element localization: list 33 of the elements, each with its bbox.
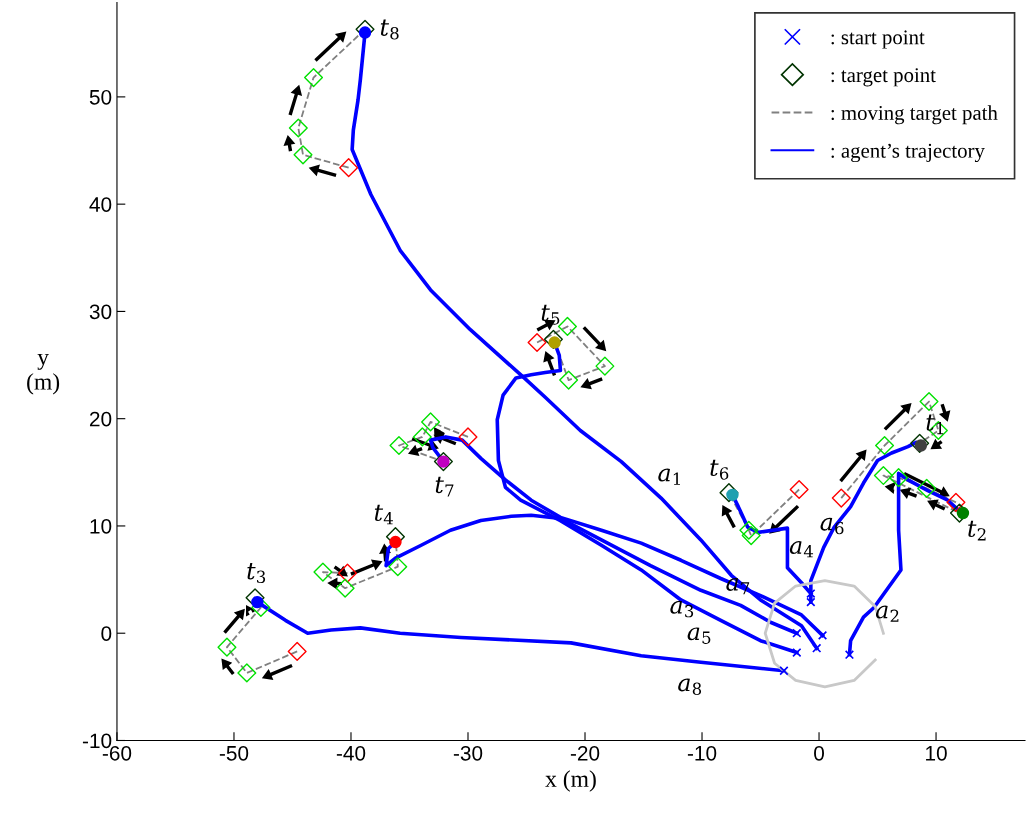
legend-label: : agent’s trajectory: [831, 143, 985, 163]
annotation: a$_{2}$: [875, 605, 899, 622]
annotation: a$_{8}$: [678, 678, 702, 696]
y-axis-title: y (m): [27, 353, 60, 395]
legend-label: : moving target path: [831, 105, 998, 125]
annotation: t$_{6}$: [710, 459, 729, 480]
y-tick-label: 30: [89, 304, 112, 320]
x-tick-label: 0: [814, 745, 825, 761]
annotation: t$_{8}$: [380, 19, 399, 40]
annotation: a$_{4}$: [789, 541, 814, 558]
x-tick-label: -40: [336, 745, 366, 761]
x-tick-label: -50: [219, 745, 249, 761]
x-tick-label: -30: [453, 745, 483, 761]
annotation: a$_{6}$: [820, 517, 844, 535]
annotation: t$_{7}$: [435, 476, 454, 497]
y-tick-label: 40: [89, 197, 112, 212]
legend-label: : target point: [831, 68, 936, 87]
x-axis-title: x (m): [545, 770, 596, 792]
annotation: t$_{3}$: [247, 563, 266, 584]
annotation: a$_{1}$: [658, 468, 680, 485]
x-tick-label: -10: [687, 745, 717, 761]
x-tick-label: -20: [570, 745, 600, 761]
x-tick-label: 10: [926, 745, 947, 761]
annotation: a$_{3}$: [670, 600, 694, 618]
y-tick-label: 0: [101, 626, 112, 641]
annotation: t$_{1}$: [926, 414, 944, 435]
legend-label: : start point: [831, 30, 925, 49]
y-tick-label: 10: [90, 518, 112, 534]
annotation: t$_{4}$: [374, 504, 393, 525]
annotation: a$_{5}$: [687, 627, 711, 644]
y-tick-label: 50: [89, 89, 112, 105]
y-tick-label: 20: [89, 411, 112, 427]
annotation: t$_{2}$: [968, 520, 986, 541]
